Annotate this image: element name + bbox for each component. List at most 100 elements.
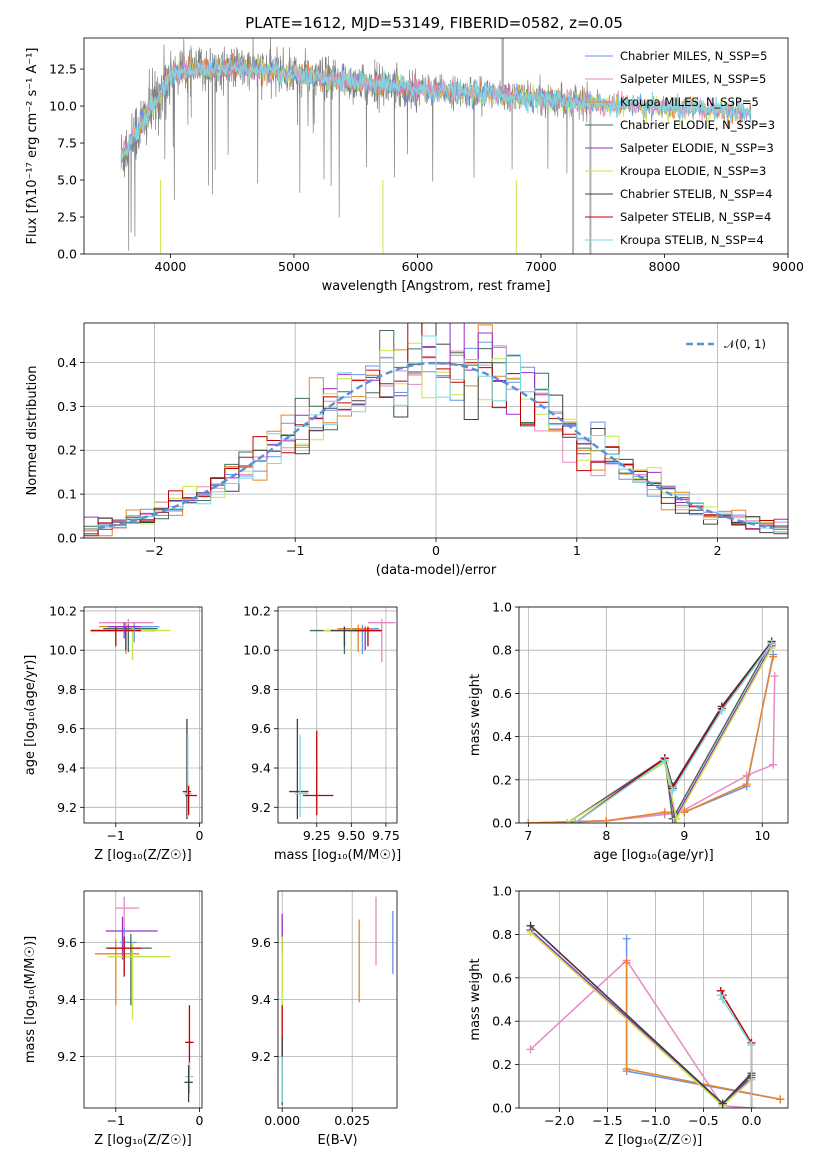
age-vs-mass-ytick-label: 9.4 — [251, 761, 271, 776]
age-vs-mass-ytick-label: 10.0 — [243, 643, 271, 658]
mass-vs-ebv-xlabel: E(B-V) — [317, 1133, 357, 1148]
series-marker — [717, 706, 726, 715]
series-marker — [571, 819, 580, 823]
legend-label: Chabrier MILES, N_SSP=5 — [620, 49, 767, 63]
age-vs-z-ytick-label: 9.6 — [57, 721, 77, 736]
age-vs-z-xtick-label: −1 — [107, 828, 125, 843]
weight-vs-z-ytick-label: 0.0 — [492, 1101, 512, 1116]
age-vs-z-ytick-label: 9.2 — [57, 800, 77, 815]
residuals-xtick-label: 1 — [573, 543, 581, 558]
mass-vs-z-ytick-label: 9.4 — [57, 992, 77, 1007]
residuals-ytick-label: 0.4 — [57, 355, 77, 370]
weight-vs-age-xtick-label: 8 — [602, 828, 610, 843]
spectrum-xtick-label: 9000 — [772, 259, 804, 274]
age-vs-z-xtick-label: 0 — [196, 828, 204, 843]
mass-vs-ebv-ytick-label: 9.6 — [251, 935, 271, 950]
residuals-xtick-label: 2 — [714, 543, 722, 558]
age-vs-z-xlabel: Z [log₁₀(Z/Z☉)] — [94, 848, 191, 863]
age-vs-mass-xtick-label: 9.25 — [303, 828, 331, 843]
residual-histogram — [84, 335, 788, 534]
normal-reference-curve — [97, 361, 775, 530]
age-vs-mass-ytick-label: 9.6 — [251, 721, 271, 736]
spectrum-xtick-label: 5000 — [278, 259, 310, 274]
weight-vs-age-plot-area — [524, 637, 779, 823]
spectrum-ytick-label: 12.5 — [49, 62, 77, 77]
weight-vs-age-ytick-label: 0.0 — [492, 816, 512, 831]
age-vs-z-plot-area — [90, 618, 197, 820]
age-vs-z-ylabel: age [log₁₀(age/yr)] — [23, 655, 38, 776]
mass-vs-z-ylabel: mass [log₁₀(M/M☉)] — [23, 936, 38, 1063]
series-line — [529, 925, 753, 1105]
weight-vs-age-frame — [518, 606, 789, 824]
series-marker — [747, 1041, 756, 1050]
series-marker — [622, 934, 631, 943]
residuals-plot-area — [84, 323, 788, 537]
series-marker — [767, 639, 776, 648]
residuals-ytick-label: 0.0 — [57, 531, 77, 546]
weight-vs-age-xtick-label: 7 — [524, 828, 532, 843]
mass-vs-z-xtick-label: 0 — [196, 1113, 204, 1128]
weight-vs-age-xtick-label: 10 — [754, 828, 770, 843]
legend-label: Salpeter STELIB, N_SSP=4 — [620, 210, 771, 224]
age-vs-mass-axes: 9.25 9.50 9.75 9.2 9.4 9.6 9.8 10.0 10.2 mass [lo… — [243, 603, 401, 863]
series-marker — [718, 995, 727, 1004]
spectrum-ytick-label: 10.0 — [49, 99, 77, 114]
weight-vs-z-frame — [518, 890, 789, 1109]
weight-vs-age-ytick-label: 1.0 — [492, 600, 512, 615]
spectrum-xtick-label: 6000 — [402, 259, 434, 274]
weight-vs-z-ytick-label: 0.8 — [492, 927, 512, 942]
series-marker — [747, 1104, 756, 1108]
series-line — [720, 994, 753, 1108]
mass-vs-ebv-xtick-label: 0.025 — [334, 1113, 370, 1128]
mass-vs-ebv-axes: 0.000 0.025 9.2 9.4 9.6 E(B-V) — [251, 890, 398, 1148]
weight-vs-z-xtick-label: 0.0 — [742, 1113, 762, 1128]
series-marker — [672, 814, 681, 823]
weight-vs-z-xtick-label: −1.0 — [640, 1113, 670, 1128]
legend-label: Chabrier STELIB, N_SSP=4 — [620, 187, 772, 201]
age-vs-mass-ytick-label: 9.8 — [251, 682, 271, 697]
residuals-xtick-label: −2 — [145, 543, 163, 558]
weight-vs-age-ytick-label: 0.6 — [492, 686, 512, 701]
age-vs-mass-xlabel: mass [log₁₀(M/M☉)] — [274, 848, 401, 863]
series-line — [566, 641, 773, 823]
weight-vs-z-xlabel: Z [log₁₀(Z/Z☉)] — [605, 1133, 702, 1148]
age-vs-mass-ytick-label: 10.2 — [243, 603, 271, 618]
mass-vs-z-xlabel: Z [log₁₀(Z/Z☉)] — [94, 1133, 191, 1148]
series-line — [529, 925, 753, 1105]
mass-vs-z-xtick-label: −1 — [107, 1113, 125, 1128]
weight-vs-age-axes: 7 8 9 10 0.0 0.2 0.4 0.6 0.8 1.0 age [log₁₀(age/yr… — [468, 600, 789, 863]
residuals-xtick-label: −1 — [286, 543, 304, 558]
weight-vs-z-xtick-label: −2.0 — [544, 1113, 574, 1128]
spectrum-ytick-label: 5.0 — [57, 173, 77, 188]
weight-vs-z-xtick-label: −1.5 — [592, 1113, 622, 1128]
residuals-ylabel: Normed distribution — [25, 366, 40, 496]
series-marker — [716, 991, 725, 1000]
spectrum-xtick-label: 7000 — [525, 259, 557, 274]
spectrum-xtick-label: 8000 — [649, 259, 681, 274]
weight-vs-age-ylabel: mass weight — [468, 674, 483, 756]
age-vs-mass-frame — [277, 606, 398, 824]
weight-vs-age-ytick-label: 0.8 — [492, 643, 512, 658]
mass-vs-ebv-ytick-label: 9.4 — [251, 992, 271, 1007]
weight-vs-age-ytick-label: 0.2 — [492, 772, 512, 787]
age-vs-z-frame — [83, 606, 203, 824]
spectrum-title: PLATE=1612, MJD=53149, FIBERID=0582, z=0… — [245, 14, 623, 32]
mass-vs-z-ytick-label: 9.2 — [57, 1049, 77, 1064]
series-marker — [622, 1064, 631, 1073]
series-marker — [776, 1095, 785, 1104]
legend-label: Chabrier ELODIE, N_SSP=3 — [620, 118, 775, 132]
series-marker — [770, 672, 779, 681]
mass-vs-ebv-plot-area — [281, 896, 394, 1106]
spectrum-axes: 4000 5000 6000 7000 8000 9000 0.0 2.5 5.0 7.5 10.0… — [25, 37, 804, 294]
weight-vs-z-ytick-label: 0.2 — [492, 1057, 512, 1072]
spectrum-legend: Chabrier MILES, N_SSP=5 Salpeter MILES, N… — [585, 49, 775, 247]
mass-vs-z-plot-area — [94, 896, 194, 1103]
series-marker — [718, 1099, 727, 1108]
spectrum-xtick-label: 4000 — [155, 259, 187, 274]
series-marker — [742, 780, 751, 789]
legend-label: Kroupa STELIB, N_SSP=4 — [620, 233, 764, 247]
series-line — [528, 654, 774, 823]
age-vs-mass-xtick-label: 9.50 — [337, 828, 365, 843]
series-marker — [524, 819, 533, 823]
